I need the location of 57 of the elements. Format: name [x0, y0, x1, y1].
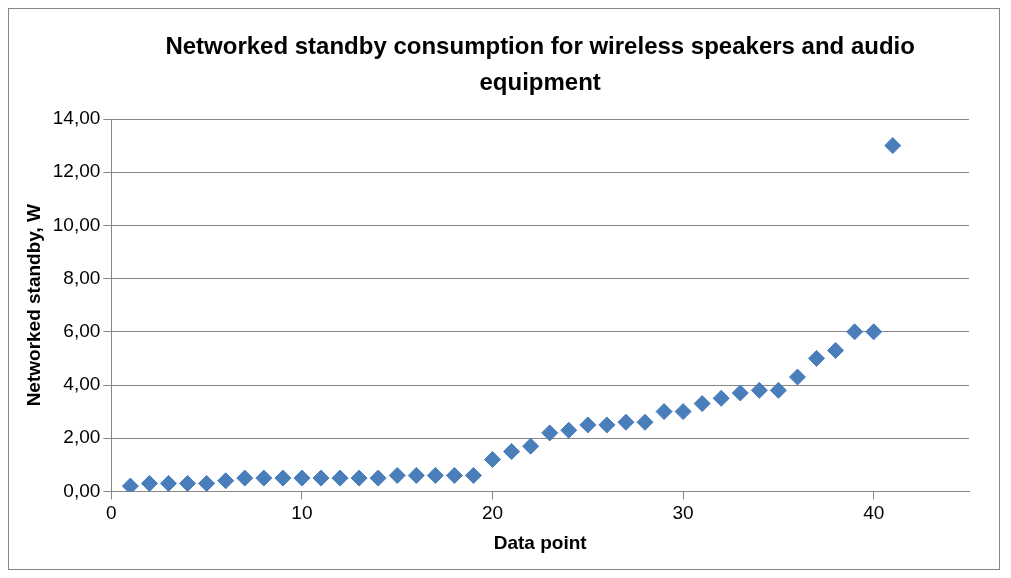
- point: [388, 466, 406, 484]
- point: [121, 477, 139, 492]
- point: [312, 469, 330, 487]
- point: [884, 137, 902, 155]
- y-tick-label: 8,00: [63, 266, 101, 288]
- y-axis-title: Networked standby, W: [22, 203, 44, 407]
- point: [788, 368, 806, 386]
- point: [522, 437, 540, 455]
- point: [140, 474, 158, 492]
- point: [846, 323, 864, 341]
- point: [407, 466, 425, 484]
- point: [865, 323, 883, 341]
- point: [198, 474, 216, 492]
- y-tick-label: 6,00: [63, 320, 101, 342]
- point: [617, 413, 635, 431]
- point: [293, 469, 311, 487]
- point: [369, 469, 387, 487]
- point: [560, 421, 578, 439]
- point: [179, 474, 197, 492]
- chart-title: Networked standby consumption for wireless speakers and audio equipment: [165, 31, 915, 95]
- y-tick-label: 0,00: [63, 479, 101, 501]
- point: [674, 403, 692, 421]
- point: [579, 416, 597, 434]
- y-tick-label: 14,00: [52, 107, 101, 129]
- point: [712, 389, 730, 407]
- point: [464, 466, 482, 484]
- point: [217, 472, 235, 490]
- point: [331, 469, 349, 487]
- point: [750, 381, 768, 399]
- point: [827, 341, 845, 359]
- y-tick-label: 12,00: [52, 160, 101, 182]
- point: [255, 469, 273, 487]
- point: [274, 469, 292, 487]
- x-tick-label: 30: [672, 502, 694, 524]
- point: [808, 349, 826, 367]
- point: [693, 395, 711, 413]
- point: [636, 413, 654, 431]
- point: [236, 469, 254, 487]
- x-tick-label: 10: [291, 502, 313, 524]
- y-tick-label: 2,00: [63, 426, 101, 448]
- point: [484, 450, 502, 468]
- point: [655, 403, 673, 421]
- point: [350, 469, 368, 487]
- point: [445, 466, 463, 484]
- x-tick-label: 40: [863, 502, 885, 524]
- x-tick-label: 0: [106, 502, 117, 524]
- point: [769, 381, 787, 399]
- point: [503, 443, 521, 460]
- point: [160, 474, 178, 492]
- y-tick-label: 10,00: [52, 213, 101, 235]
- x-axis-title: Data point: [493, 531, 588, 553]
- y-tick-label: 4,00: [63, 373, 101, 395]
- point: [731, 384, 749, 402]
- point: [541, 424, 559, 442]
- point: [598, 416, 616, 434]
- point: [426, 466, 444, 484]
- x-tick-label: 20: [481, 502, 504, 524]
